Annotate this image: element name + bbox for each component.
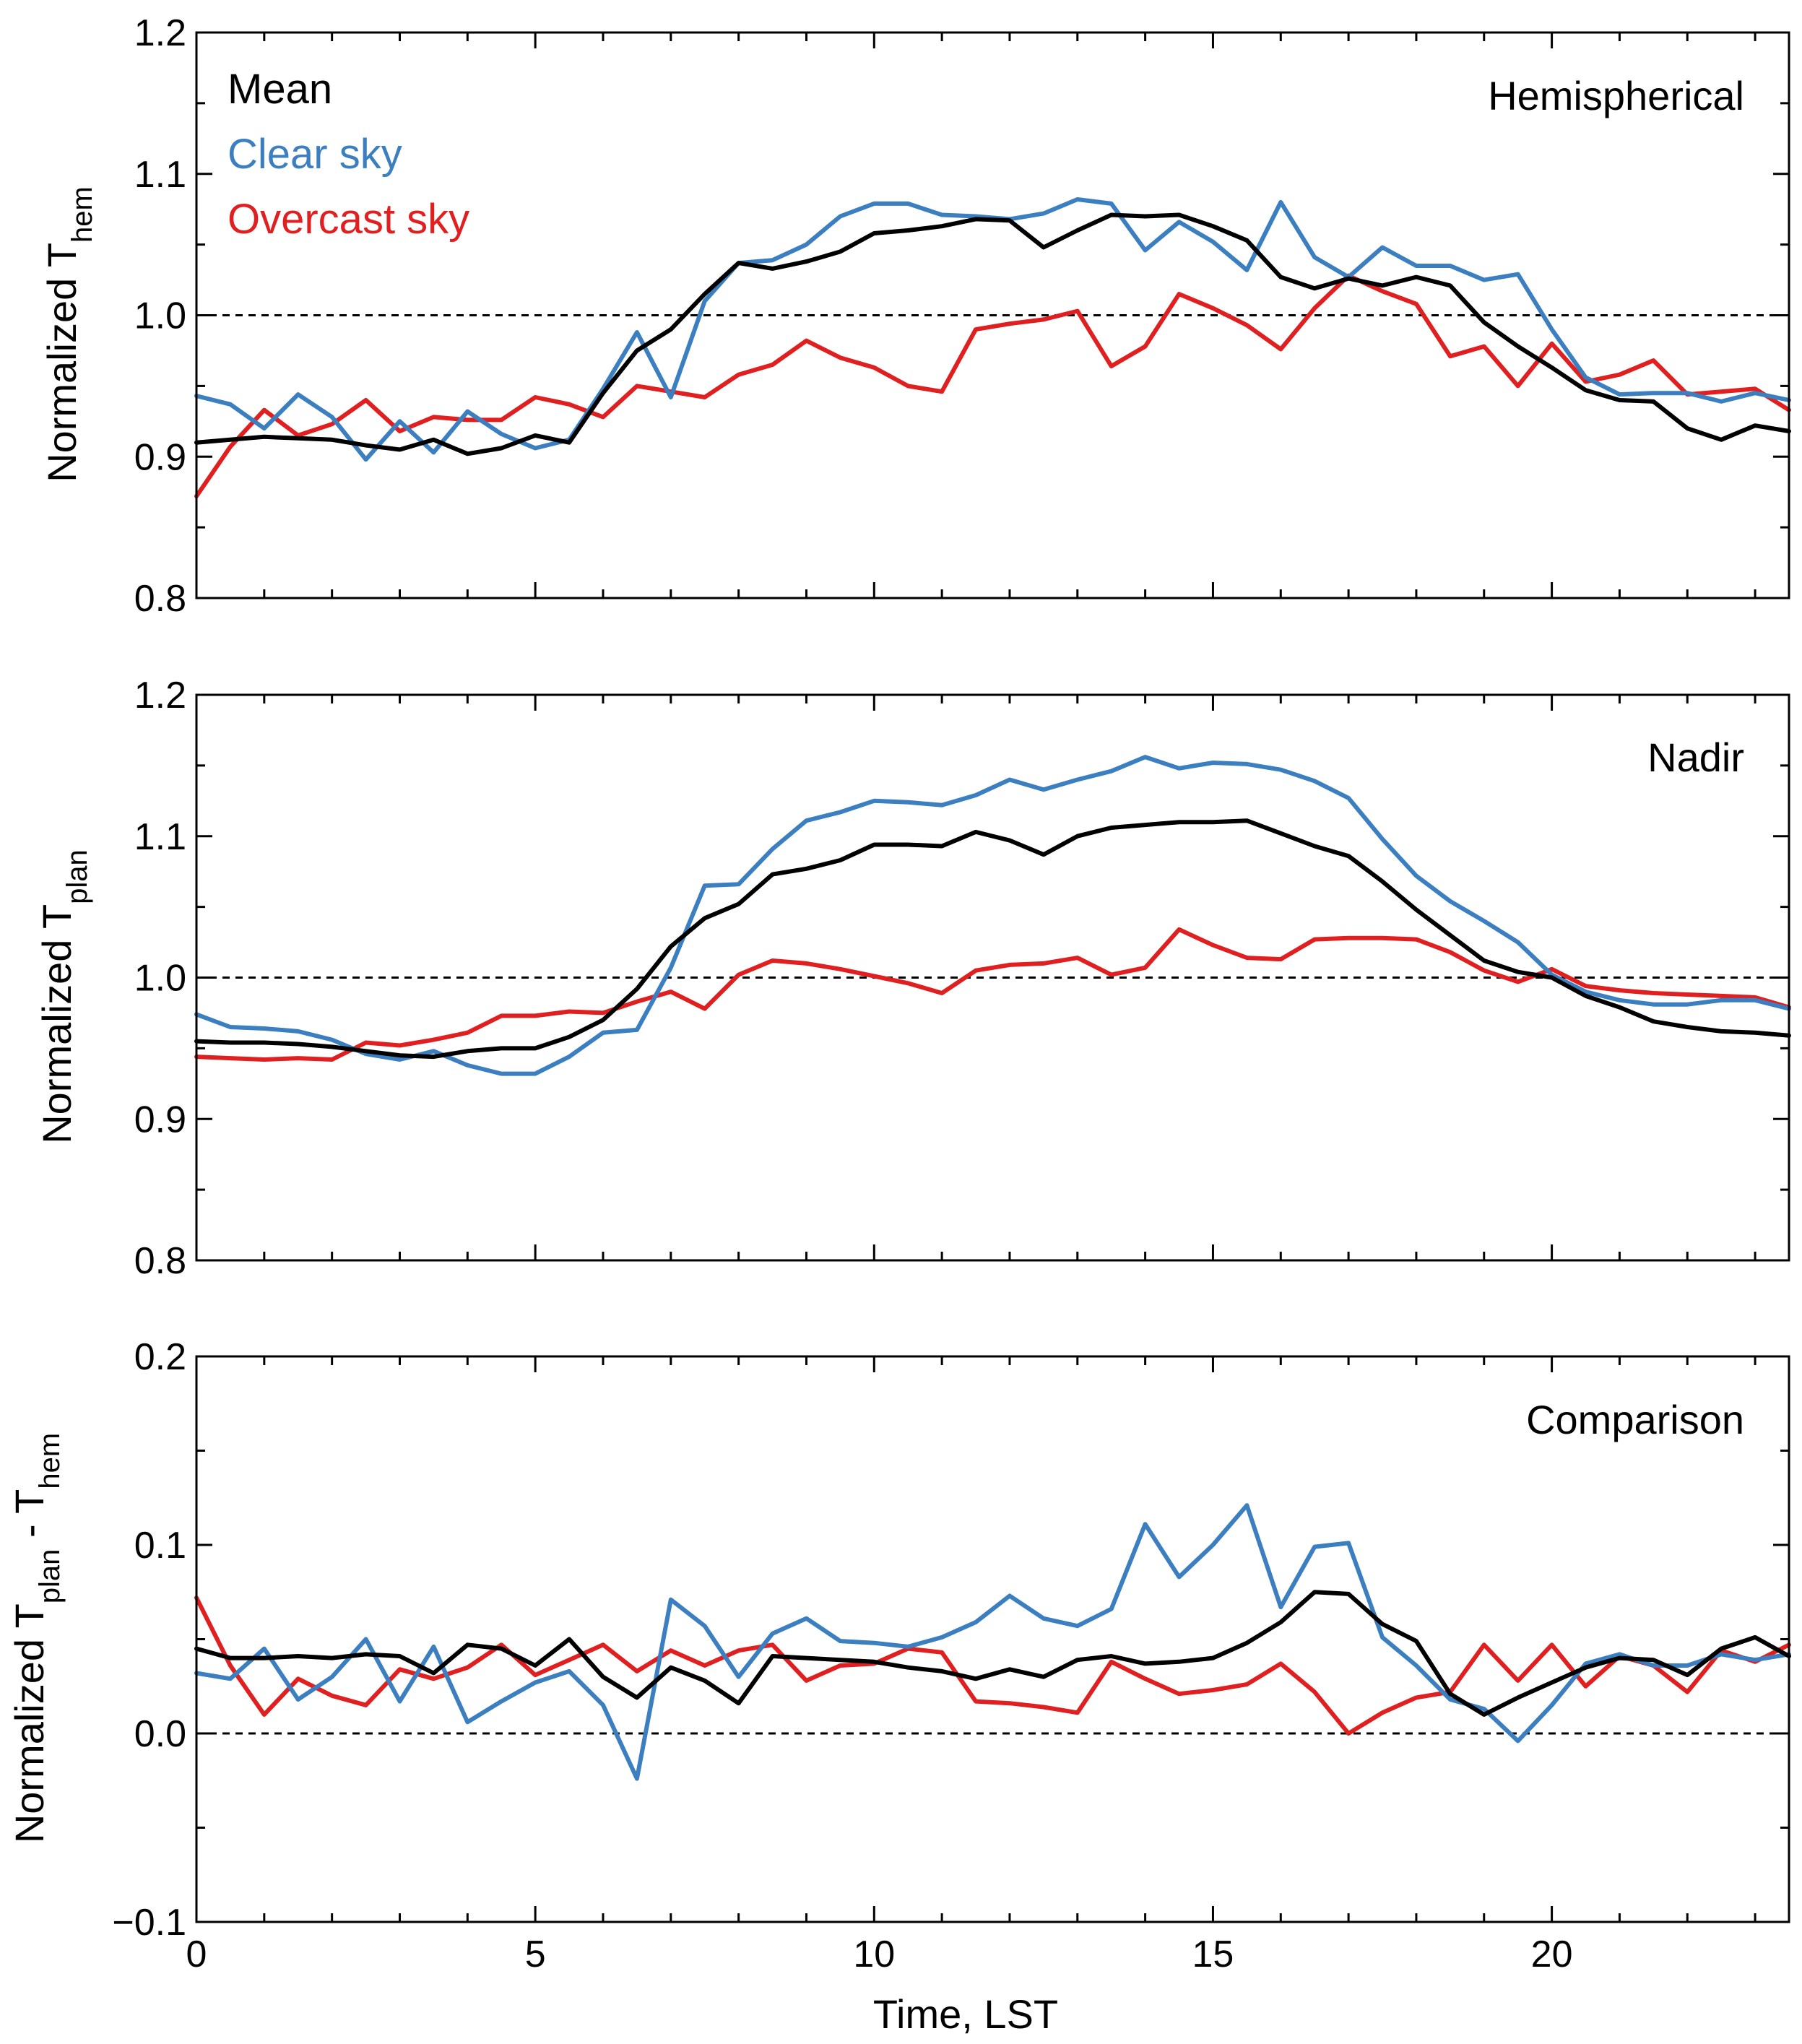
y-tick-label: 1.2	[134, 12, 186, 54]
y-tick-label: 1.1	[134, 154, 186, 196]
x-axis-title: Time, LST	[873, 1991, 1058, 2037]
x-tick-label: 15	[1192, 1933, 1234, 1975]
panel-nadir: 0.8 0.9 1.0 1.1 1.2 Nadir Normalized Tplan	[34, 675, 1791, 1282]
panel-label-comparison: Comparison	[1526, 1397, 1744, 1442]
y-tick-label: 0.1	[134, 1525, 186, 1567]
y-tick-label: 1.0	[134, 295, 186, 337]
panel-hemispherical: 0.8 0.9 1.0 1.1 1.2 Hemispherical Normalized…	[39, 12, 1791, 620]
y-tick-label: 0.0	[134, 1713, 186, 1755]
series-line-mean	[194, 818, 1791, 1060]
y-tick-label: 0.8	[134, 578, 186, 620]
legend-entry-overcast-sky: Overcast sky	[228, 196, 469, 243]
series-line-mean	[194, 1590, 1791, 1717]
panel-label-nadir: Nadir	[1647, 735, 1744, 780]
series-line-mean	[194, 212, 1791, 456]
y-tick-label: 1.0	[134, 958, 186, 1000]
y-tick-label: 1.1	[134, 816, 186, 858]
y-tick-label: −0.1	[112, 1902, 186, 1944]
y-tick-label: 0.2	[134, 1336, 186, 1378]
series-line-overcast-sky	[194, 1595, 1791, 1736]
x-tick-label: 10	[853, 1933, 895, 1975]
panel-label-hemispherical: Hemispherical	[1488, 73, 1744, 118]
legend-entry-clear-sky: Clear sky	[228, 131, 402, 178]
legend-entry-mean: Mean	[228, 66, 332, 113]
series-line-clear-sky	[194, 755, 1791, 1076]
y-tick-label: 0.8	[134, 1240, 186, 1282]
y-tick-label: 1.2	[134, 675, 186, 716]
y-axis-title-comparison: Normalized Tplan - Them	[7, 1433, 66, 1843]
series-line-overcast-sky	[194, 927, 1791, 1062]
panel-comparison: 0 5 10 15 20 −0.1 0.0 0.1 0.2 Comparison Normali…	[7, 1336, 1791, 2037]
x-tick-label: 0	[186, 1933, 207, 1975]
y-axis-title-nadir: Normalized Tplan	[34, 849, 93, 1144]
y-tick-label: 0.9	[134, 1099, 186, 1140]
y-tick-label: 0.9	[134, 436, 186, 478]
x-tick-label: 5	[525, 1933, 546, 1975]
y-axis-title-hemispherical: Normalized Them	[39, 186, 98, 482]
x-tick-label: 20	[1531, 1933, 1573, 1975]
series-line-clear-sky	[194, 1503, 1791, 1781]
legend: Mean Clear sky Overcast sky	[228, 66, 469, 243]
